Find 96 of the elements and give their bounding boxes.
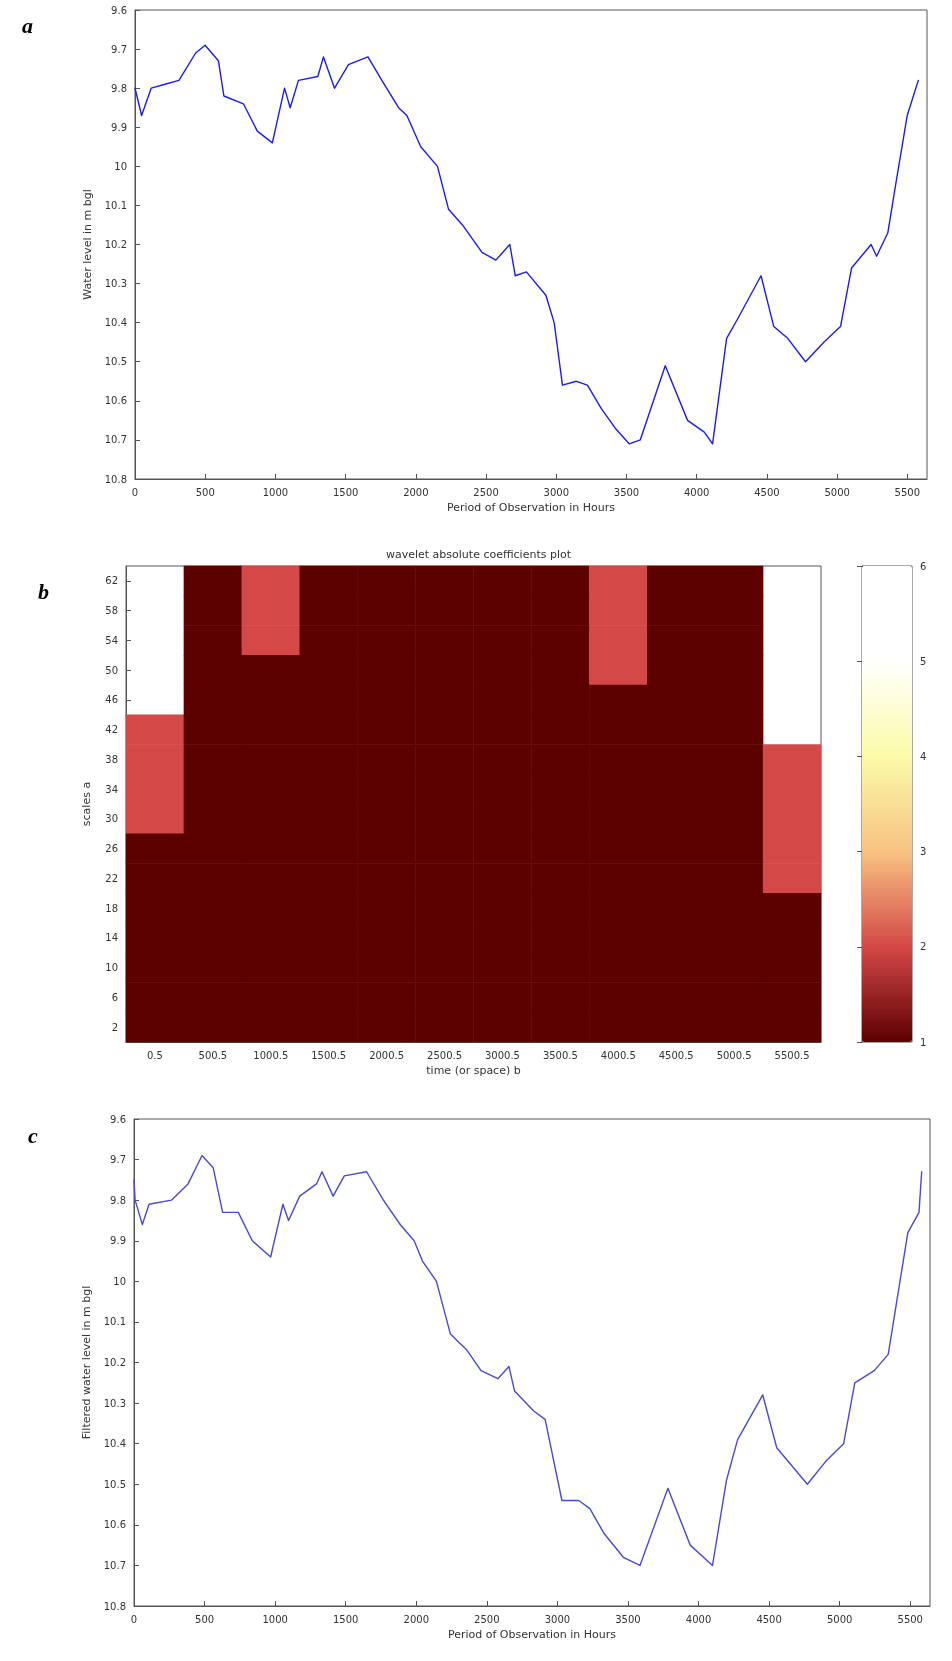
y-tick-label: 26 bbox=[105, 843, 118, 855]
x-tick-label: 5000 bbox=[826, 1613, 853, 1625]
y-tick-label: 10.7 bbox=[104, 434, 127, 446]
x-tick-label: 1500 bbox=[332, 1613, 359, 1625]
x-tick-label: 2500 bbox=[474, 1613, 500, 1625]
y-tick-label: 10.8 bbox=[103, 1600, 126, 1612]
color-bar-label: 4 bbox=[920, 750, 927, 762]
chart-title: wavelet absolute coefficients plot bbox=[385, 548, 572, 561]
x-tick-label: 5000.5 bbox=[716, 1049, 752, 1061]
y-tick-label: 34 bbox=[105, 783, 118, 795]
y-tick-label: 58 bbox=[105, 605, 118, 617]
y-tick-label: 10 bbox=[114, 160, 127, 172]
y-tick-label: 54 bbox=[105, 634, 118, 646]
x-tick-label: 1000 bbox=[262, 1613, 288, 1625]
y-tick-label: 6 bbox=[111, 991, 118, 1003]
x-tick-label: 3000 bbox=[543, 486, 569, 498]
y-tick-label: 38 bbox=[105, 753, 118, 765]
y-tick-label: 10.6 bbox=[103, 1519, 126, 1531]
y-tick-label: 10.1 bbox=[103, 1316, 126, 1328]
y-tick-label: 10.5 bbox=[104, 356, 127, 368]
x-tick-label: 1500.5 bbox=[311, 1049, 347, 1061]
line-series bbox=[133, 1154, 923, 1567]
x-tick-label: 1000.5 bbox=[253, 1049, 289, 1061]
y-tick-label: 10.5 bbox=[103, 1478, 126, 1490]
x-tick-label: 5500 bbox=[894, 486, 921, 498]
color-bar-label: 3 bbox=[920, 846, 927, 858]
y-axis-title: Water level in m bgl bbox=[81, 189, 94, 300]
y-tick-label: 10.8 bbox=[104, 473, 127, 485]
y-tick-label: 10 bbox=[105, 962, 118, 974]
y-tick-label: 14 bbox=[105, 932, 118, 944]
x-axis-title: time (or space) b bbox=[426, 1063, 521, 1077]
y-tick-label: 46 bbox=[105, 694, 118, 706]
y-tick-label: 10.1 bbox=[104, 199, 127, 211]
x-tick-label: 500 bbox=[195, 486, 215, 498]
x-tick-label: 3000.5 bbox=[484, 1049, 520, 1061]
x-tick-label: 0.5 bbox=[147, 1049, 163, 1061]
x-tick-label: 2000 bbox=[403, 1613, 429, 1625]
y-tick-label: 62 bbox=[105, 575, 118, 587]
y-tick-label: 10.2 bbox=[104, 239, 127, 250]
y-tick-label: 9.8 bbox=[111, 82, 127, 94]
text: a bbox=[22, 12, 33, 38]
color-bar-label: 5 bbox=[920, 655, 927, 667]
line-series bbox=[134, 44, 919, 445]
y-tick-label: 30 bbox=[105, 813, 118, 825]
text: b bbox=[38, 578, 49, 604]
x-tick-label: 2000.5 bbox=[369, 1049, 405, 1061]
y-tick-label: 10.7 bbox=[103, 1559, 126, 1571]
y-tick-label: 9.9 bbox=[110, 1235, 126, 1247]
y-axis-title: Filtered water level in m bgl bbox=[80, 1285, 93, 1440]
y-tick-label: 50 bbox=[105, 664, 118, 676]
y-tick-label: 10.4 bbox=[103, 1438, 126, 1450]
x-tick-label: 5500.5 bbox=[774, 1049, 810, 1061]
x-tick-label: 3500.5 bbox=[542, 1049, 578, 1061]
color-bar-label: 2 bbox=[920, 941, 927, 953]
x-tick-label: 5500 bbox=[897, 1613, 923, 1625]
x-axis-title: Period of Observation in Hours bbox=[447, 1627, 617, 1641]
y-tick-label: 22 bbox=[105, 872, 118, 884]
color-bar-label: 1 bbox=[920, 1036, 927, 1048]
y-tick-label: 9.6 bbox=[111, 4, 127, 16]
text: c bbox=[28, 1122, 38, 1148]
x-tick-label: 500 bbox=[195, 1613, 215, 1625]
x-tick-label: 4500 bbox=[754, 486, 780, 498]
x-tick-label: 2500.5 bbox=[427, 1049, 463, 1061]
y-tick-label: 10.4 bbox=[104, 317, 127, 329]
y-tick-label: 9.7 bbox=[111, 43, 127, 55]
x-tick-label: 4000 bbox=[683, 486, 710, 498]
y-tick-label: 10.2 bbox=[103, 1357, 126, 1368]
x-tick-label: 3500 bbox=[613, 486, 640, 498]
color-bar-label: 6 bbox=[920, 560, 927, 572]
y-tick-label: 9.7 bbox=[110, 1154, 126, 1166]
y-tick-label: 9.6 bbox=[110, 1113, 126, 1125]
x-tick-label: 2000 bbox=[403, 486, 429, 498]
x-tick-label: 3000 bbox=[544, 1613, 571, 1625]
x-tick-label: 0 bbox=[130, 1613, 138, 1625]
x-tick-label: 500.5 bbox=[198, 1049, 228, 1061]
x-tick-label: 5000 bbox=[824, 486, 850, 498]
y-tick-label: 2 bbox=[111, 1021, 118, 1033]
y-tick-label: 10.3 bbox=[104, 278, 127, 290]
y-tick-label: 10.6 bbox=[104, 395, 127, 407]
y-tick-label: 10.3 bbox=[103, 1397, 126, 1409]
y-axis-title: scales a bbox=[80, 781, 93, 827]
x-axis-title: Period of Observation in Hours bbox=[446, 500, 616, 514]
x-tick-label: 1000 bbox=[262, 486, 289, 498]
y-tick-label: 9.9 bbox=[111, 121, 127, 133]
x-tick-label: 2500 bbox=[473, 486, 499, 498]
x-tick-label: 0 bbox=[131, 486, 139, 498]
x-tick-label: 4500.5 bbox=[658, 1049, 694, 1061]
x-tick-label: 4000 bbox=[685, 1613, 712, 1625]
x-tick-label: 3500 bbox=[615, 1613, 641, 1625]
x-tick-label: 4500 bbox=[756, 1613, 782, 1625]
y-tick-label: 42 bbox=[105, 724, 118, 736]
y-tick-label: 9.8 bbox=[110, 1194, 126, 1206]
x-tick-label: 4000.5 bbox=[600, 1049, 636, 1061]
y-tick-label: 18 bbox=[105, 902, 118, 914]
y-tick-label: 10 bbox=[113, 1275, 126, 1287]
x-tick-label: 1500 bbox=[332, 486, 359, 498]
